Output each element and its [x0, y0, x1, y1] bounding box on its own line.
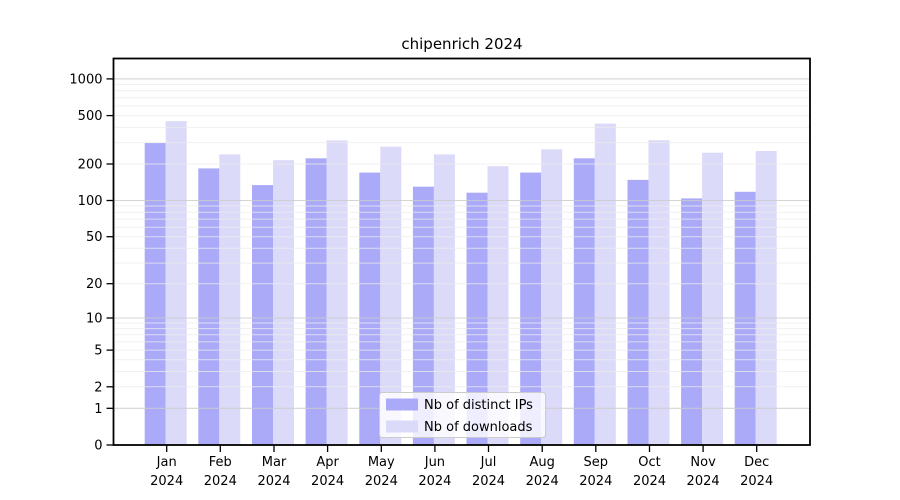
bar-distinct-ips-apr: [305, 158, 327, 446]
x-axis-month-label: Dec: [744, 455, 769, 470]
bar-downloads-mar: [273, 160, 294, 445]
bar-distinct-ips-may: [359, 172, 381, 445]
bar-distinct-ips-jan: [144, 143, 166, 445]
chart-title: chipenrich 2024: [401, 35, 523, 53]
y-axis-tick-label: 1: [94, 402, 102, 417]
x-axis-month-label: May: [368, 455, 395, 470]
x-axis-year-label: 2024: [204, 474, 237, 489]
bar-distinct-ips-jul: [466, 192, 488, 445]
gridlines-group: [113, 78, 810, 409]
x-axis-year-label: 2024: [526, 474, 559, 489]
x-axis-year-label: 2024: [579, 474, 612, 489]
bar-downloads-may: [380, 146, 402, 445]
y-axis-tick-label: 200: [78, 158, 103, 173]
x-axis-year-label: 2024: [365, 474, 398, 489]
x-axis-month-label: Jul: [480, 455, 497, 470]
bar-downloads-dec: [755, 151, 777, 445]
x-axis-month-label: Nov: [690, 455, 716, 470]
bar-distinct-ips-aug: [520, 172, 542, 445]
bar-downloads-oct: [648, 140, 670, 445]
y-axis-tick-label: 100: [78, 194, 103, 209]
x-axis-year-label: 2024: [633, 474, 666, 489]
plot-border: [112, 57, 811, 446]
x-axis-month-label: Jan: [156, 455, 177, 470]
x-axis-year-label: 2024: [311, 474, 344, 489]
x-axis-year-label: 2024: [472, 474, 505, 489]
bar-downloads-jul: [487, 166, 509, 445]
bar-distinct-ips-sep: [573, 158, 595, 446]
bar-downloads-jan: [165, 121, 187, 445]
y-axis-tick-label: 500: [78, 109, 103, 124]
legend-label-downloads: Nb of downloads: [424, 420, 533, 435]
y-axis-tick-label: 10: [86, 312, 103, 327]
bar-distinct-ips-nov: [681, 198, 703, 445]
bar-distinct-ips-feb: [198, 168, 220, 445]
x-axis-month-label: Mar: [262, 455, 287, 470]
legend-swatch-downloads: [386, 420, 418, 433]
x-axis-year-label: 2024: [687, 474, 720, 489]
y-axis-tick-label: 5: [94, 344, 102, 359]
x-axis-month-label: Jun: [424, 455, 445, 470]
x-axis-month-label: Aug: [530, 455, 555, 470]
legend-swatch-distinct-ips: [386, 398, 418, 411]
x-axis-year-label: 2024: [418, 474, 451, 489]
y-axis-tick-label: 50: [86, 230, 103, 245]
bar-distinct-ips-oct: [627, 179, 649, 445]
bar-distinct-ips-jun: [412, 186, 434, 445]
bars-group: [144, 121, 777, 446]
x-axis-month-label: Oct: [638, 455, 660, 470]
x-axis-month-label: Sep: [584, 455, 609, 470]
x-axis-year-label: 2024: [150, 474, 183, 489]
bar-downloads-apr: [326, 140, 348, 445]
x-axis: Jan 2024 Feb 2024 Mar 2024 Apr 2024 May 2024 Jun 20…: [150, 445, 773, 489]
x-axis-month-label: Apr: [316, 455, 339, 470]
y-axis-tick-label: 1000: [69, 72, 102, 87]
legend: Nb of distinct IPs Nb of downloads: [379, 392, 546, 438]
x-axis-year-label: 2024: [257, 474, 290, 489]
legend-box: [379, 392, 546, 438]
y-axis-tick-label: 0: [94, 439, 102, 454]
x-axis-year-label: 2024: [740, 474, 773, 489]
x-axis-month-label: Feb: [209, 455, 232, 470]
bar-downloads-sep: [594, 123, 616, 445]
bar-downloads-nov: [702, 152, 724, 445]
y-axis-tick-label: 20: [86, 277, 103, 292]
y-axis-tick-label: 2: [94, 380, 102, 395]
bar-distinct-ips-mar: [252, 185, 273, 445]
bar-downloads-feb: [219, 154, 241, 445]
legend-label-distinct-ips: Nb of distinct IPs: [424, 398, 533, 413]
y-axis: 0 1 2 5 10 20 50 100 200 500 1000: [69, 72, 114, 454]
